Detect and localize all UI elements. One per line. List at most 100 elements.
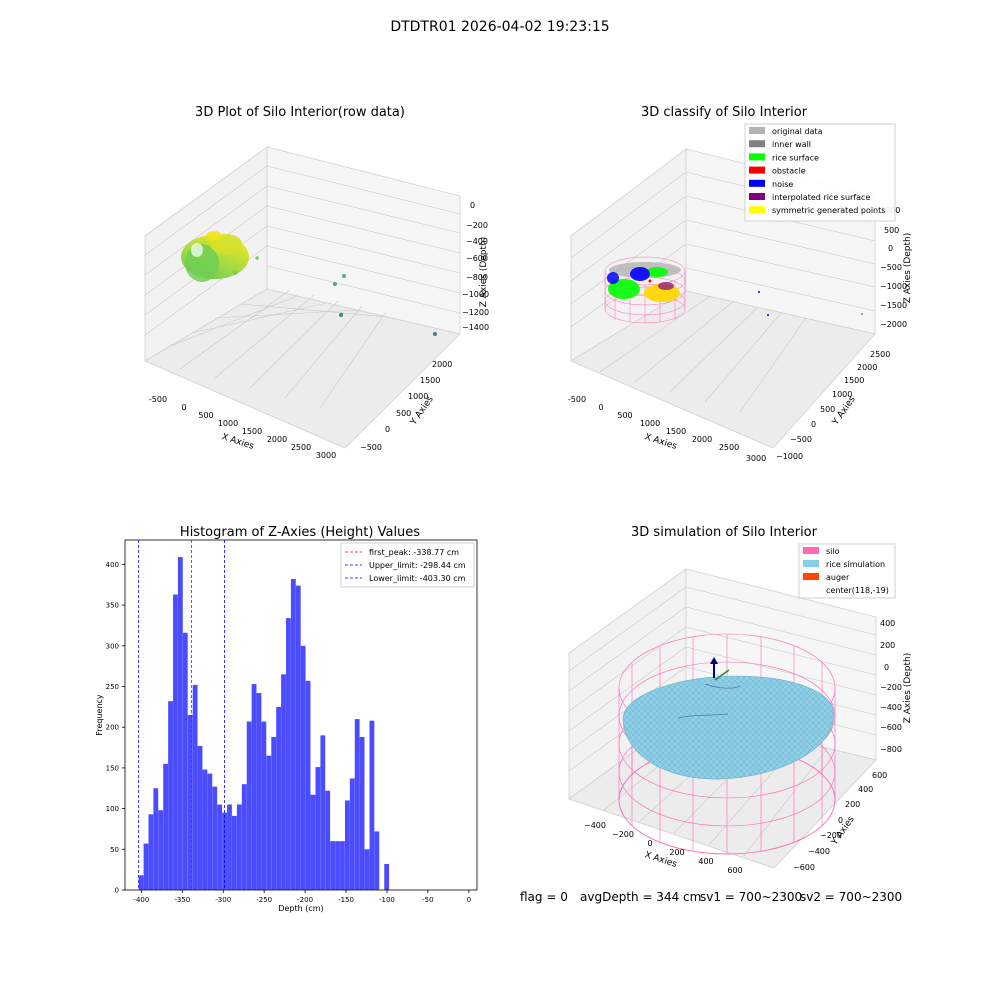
- svg-text:−1000: −1000: [880, 282, 907, 291]
- classify-legend: original data inner wall rice surface obsta…: [744, 123, 896, 222]
- histogram-bar: [340, 841, 345, 890]
- svg-text:1000: 1000: [640, 419, 660, 428]
- svg-text:−500: −500: [790, 435, 812, 444]
- svg-text:200: 200: [880, 641, 895, 650]
- classify-legend-label: noise: [772, 180, 793, 189]
- svg-text:−800: −800: [880, 745, 902, 754]
- histogram-bar: [207, 773, 213, 890]
- histogram-bar: [153, 788, 159, 890]
- histogram-bar: [182, 632, 188, 890]
- svg-text:500: 500: [884, 226, 899, 235]
- svg-text:1500: 1500: [242, 427, 262, 436]
- histogram-bar: [261, 721, 267, 890]
- histogram-y-tick-label: 100: [106, 805, 119, 813]
- svg-text:−500: −500: [360, 443, 382, 452]
- raw-outlier-point: [339, 313, 343, 317]
- raw-rice-point-cloud: [181, 231, 259, 282]
- panel-classify-title: 3D classify of Silo Interior: [641, 105, 808, 120]
- svg-text:−1000: −1000: [462, 290, 489, 299]
- histogram-bar: [148, 814, 154, 890]
- histogram-x-tick-label: -150: [338, 896, 354, 904]
- histogram-bar: [256, 693, 262, 890]
- histogram-legend-label: first_peak: -338.77 cm: [369, 548, 459, 557]
- histogram-bar: [163, 763, 169, 890]
- histogram-bar: [197, 745, 203, 890]
- simulation-legend-swatch: [803, 547, 819, 554]
- histogram-x-tick-label: -250: [256, 896, 272, 904]
- svg-text:2500: 2500: [719, 443, 739, 452]
- histogram-bar: [187, 715, 193, 890]
- svg-text:1500: 1500: [666, 427, 686, 436]
- histogram-bar: [349, 778, 355, 890]
- histogram-bar: [320, 735, 326, 890]
- histogram-bars: [138, 557, 390, 890]
- simulation-legend-swatch: [803, 560, 819, 567]
- histogram-vlines: [138, 540, 225, 890]
- histogram-bar: [217, 804, 223, 890]
- classify-zlabel: Z Axies (Depth): [903, 233, 913, 304]
- svg-text:−1000: −1000: [776, 452, 803, 461]
- svg-text:−200: −200: [820, 831, 842, 840]
- histogram-xlabel: Depth (cm): [278, 904, 323, 913]
- histogram-y-tick-label: 0: [115, 887, 119, 895]
- svg-text:−600: −600: [880, 723, 902, 732]
- footer-sv2: sv2 = 700~2300: [800, 890, 902, 904]
- histogram-bar: [266, 755, 272, 890]
- panel-raw-title: 3D Plot of Silo Interior(row data): [195, 105, 405, 120]
- histogram-y-tick-label: 250: [106, 683, 119, 691]
- svg-text:−400: −400: [466, 237, 488, 246]
- histogram-bar: [330, 841, 336, 890]
- histogram-x-tick-label: -200: [297, 896, 313, 904]
- raw-outlier-point: [342, 274, 346, 278]
- raw-outliers: [333, 274, 437, 336]
- svg-text:1000: 1000: [218, 419, 238, 428]
- svg-text:0: 0: [838, 816, 843, 825]
- raw-zlabel: Z Axies (Depth): [479, 237, 489, 308]
- svg-text:−600: −600: [466, 254, 488, 263]
- simulation-legend-label: silo: [826, 547, 840, 556]
- simulation-zlabel: Z Axies (Depth): [903, 653, 913, 724]
- classify-legend-label: symmetric generated points: [772, 206, 885, 215]
- svg-text:-500: -500: [568, 395, 586, 404]
- histogram-bar: [246, 721, 252, 890]
- svg-text:500: 500: [820, 405, 835, 414]
- svg-text:−600: −600: [793, 863, 815, 872]
- histogram-bar: [335, 841, 340, 890]
- simulation-auger: [710, 657, 730, 681]
- histogram-bar: [325, 790, 331, 890]
- histogram-bar: [158, 810, 164, 890]
- svg-text:0: 0: [884, 663, 889, 672]
- simulation-legend-label: center(118,-19): [826, 586, 889, 595]
- svg-text:0: 0: [811, 420, 816, 429]
- figure-suptitle: DTDTR01 2026-04-02 19:23:15: [390, 19, 609, 35]
- histogram-legend-label: Lower_limit: -403.30 cm: [369, 574, 466, 583]
- histogram-x-tick-label: -50: [422, 896, 433, 904]
- svg-text:0: 0: [598, 403, 603, 412]
- histogram-y-ticks: 0 50 100 150 200 250 300 350 400: [106, 561, 125, 895]
- classify-legend-swatch: [749, 140, 765, 148]
- histogram-bar: [290, 579, 296, 890]
- histogram-bar: [241, 784, 247, 890]
- svg-text:-500: -500: [149, 395, 167, 404]
- classify-legend-swatch: [749, 166, 765, 174]
- svg-text:400: 400: [880, 619, 895, 628]
- histogram-bar: [168, 701, 173, 890]
- svg-text:−1500: −1500: [880, 301, 907, 310]
- raw-floor-pane: [144, 288, 461, 449]
- svg-text:400: 400: [858, 785, 873, 794]
- svg-text:−200: −200: [612, 830, 634, 839]
- histogram-title: Histogram of Z-Axies (Height) Values: [180, 525, 420, 540]
- svg-text:200: 200: [845, 800, 860, 809]
- histogram-x-tick-label: -400: [133, 896, 149, 904]
- svg-text:2000: 2000: [267, 435, 287, 444]
- histogram-y-tick-label: 400: [106, 561, 119, 569]
- svg-text:3000: 3000: [746, 454, 766, 463]
- svg-text:2500: 2500: [870, 350, 890, 359]
- histogram-bar: [310, 794, 316, 890]
- histogram-bar: [364, 849, 370, 890]
- classify-legend-label: obstacle: [772, 167, 806, 176]
- footer-status: flag = 0 avgDepth = 344 cm sv1 = 700~230…: [520, 890, 902, 904]
- raw-outlier-point: [333, 282, 337, 286]
